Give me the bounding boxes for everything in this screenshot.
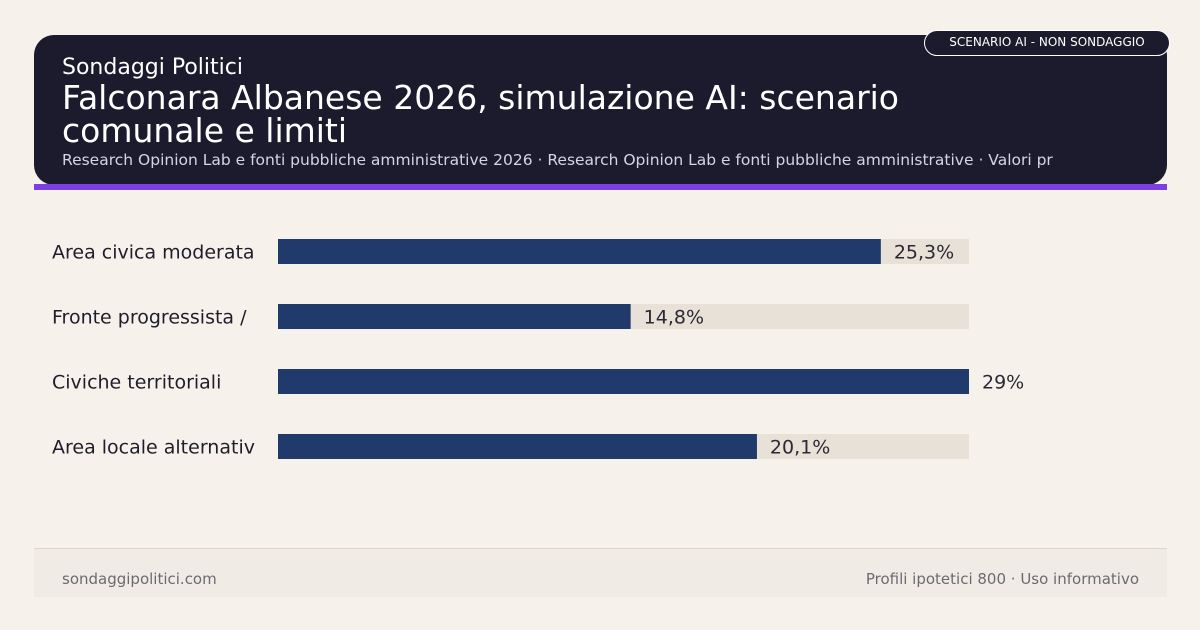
footer-site-link[interactable]: sondaggipolitici.com [62, 570, 217, 588]
value-label: 29% [982, 372, 1024, 394]
chart-subtitle: Research Opinion Lab e fonti pubbliche a… [62, 151, 1053, 169]
brand-name: Sondaggi Politici [62, 55, 243, 80]
footer: sondaggipolitici.com Profili ipotetici 8… [34, 548, 1167, 597]
scenario-badge: SCENARIO AI - NON SONDAGGIO [924, 30, 1170, 56]
category-label: Civiche territoriali [52, 372, 221, 394]
header-accent-line [34, 184, 1167, 190]
bar-row: Area civica moderata 25,3% [52, 239, 969, 264]
header-banner: Sondaggi Politici Falconara Albanese 202… [34, 35, 1167, 185]
chart-title: Falconara Albanese 2026, simulazione AI:… [62, 78, 899, 150]
category-label: Area civica moderata [52, 242, 255, 264]
value-label: 14,8% [644, 307, 704, 329]
bar [278, 434, 757, 459]
bar [278, 239, 881, 264]
bar-row: Area locale alternativ 20,1% [52, 434, 969, 459]
category-label: Fronte progressista / [52, 307, 247, 329]
value-label: 20,1% [770, 437, 830, 459]
footer-note: Profili ipotetici 800 · Uso informativo [865, 570, 1139, 588]
bar [278, 369, 969, 394]
value-label: 25,3% [894, 242, 954, 264]
bar [278, 304, 631, 329]
bar-row: Fronte progressista / 14,8% [52, 304, 969, 329]
bar-row: Civiche territoriali 29% [52, 369, 1024, 394]
category-label: Area locale alternativ [52, 437, 255, 459]
